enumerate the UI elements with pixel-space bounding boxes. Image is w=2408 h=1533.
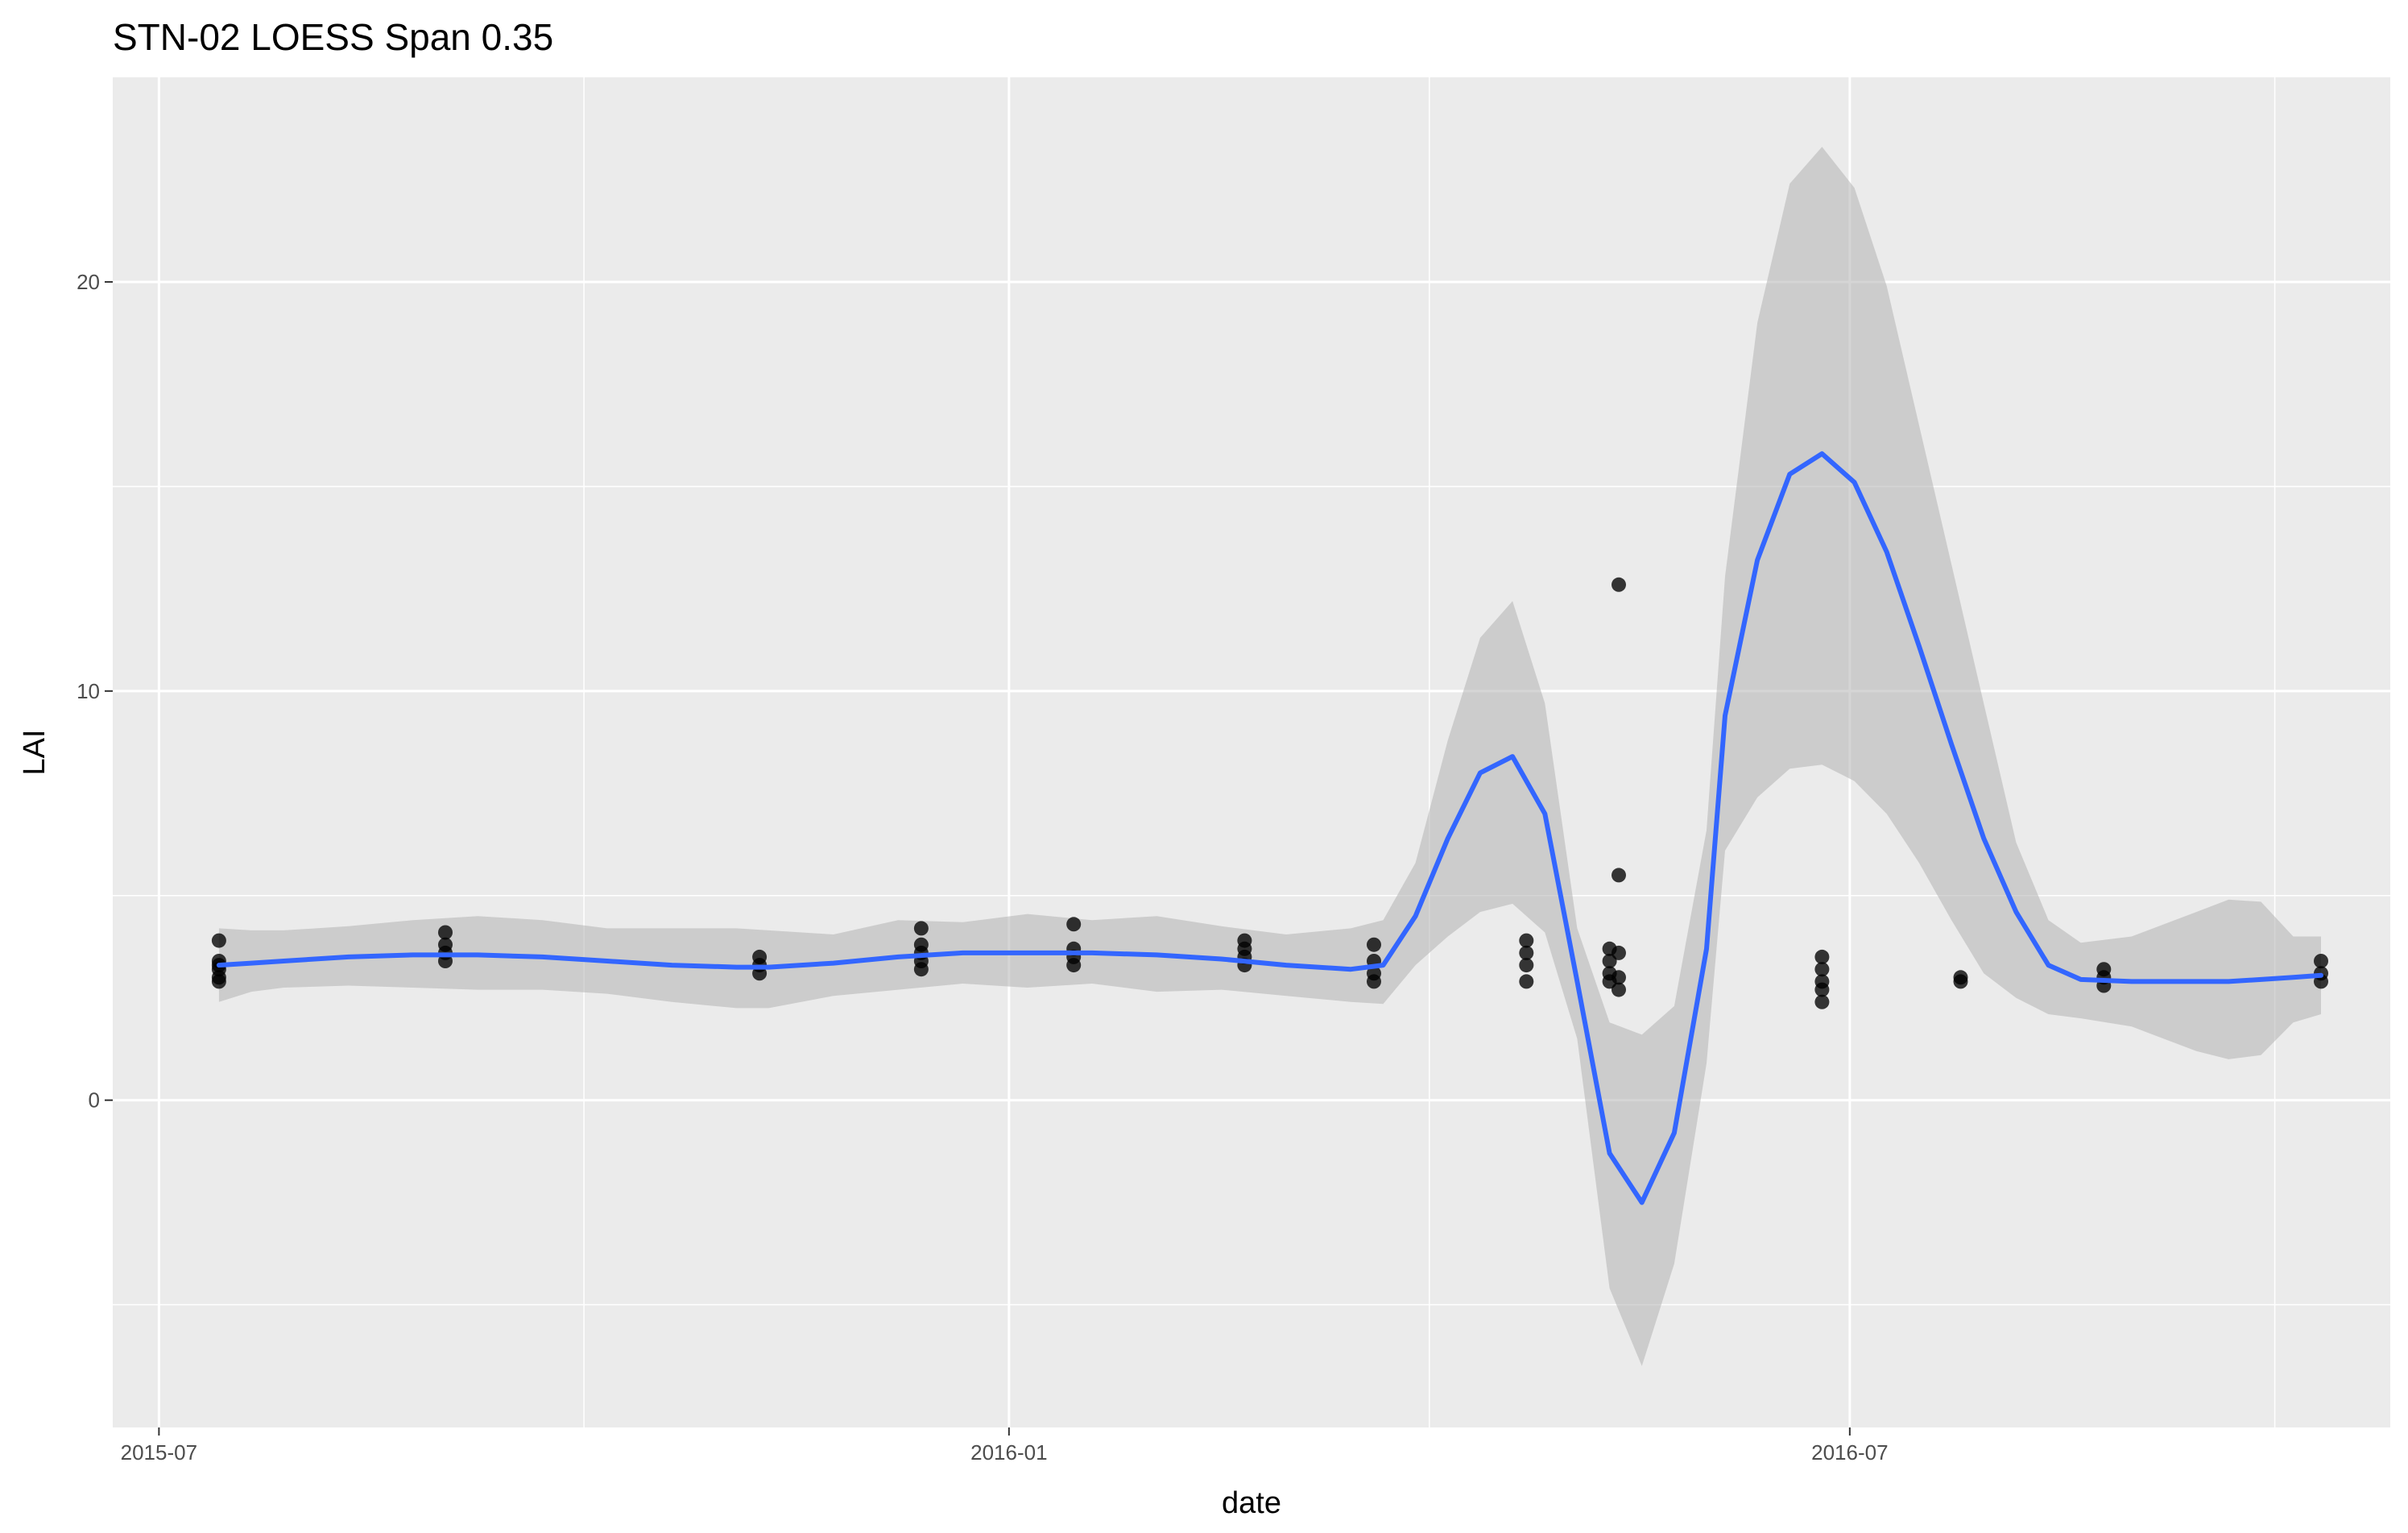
data-point — [1367, 937, 1381, 952]
data-point — [1519, 945, 1534, 960]
plot-panel — [113, 77, 2390, 1427]
data-point — [1519, 974, 1534, 989]
y-tick-label: 0 — [89, 1088, 100, 1112]
data-point — [438, 954, 453, 968]
data-point — [913, 921, 929, 936]
y-tick-label: 10 — [77, 679, 100, 703]
data-point — [1612, 970, 1626, 985]
data-point — [1066, 917, 1082, 932]
axes: 0 10 20 2015-07 2016-01 2016-07 — [77, 270, 1888, 1465]
x-tick-label: 2015-07 — [121, 1440, 197, 1465]
loess-line-group — [216, 451, 2323, 1205]
confidence-band — [218, 147, 2322, 1366]
y-axis-title: LAI — [18, 729, 52, 775]
grid-lines — [113, 77, 2390, 1427]
x-tick-label: 2016-07 — [1811, 1440, 1888, 1465]
data-point — [1612, 577, 1626, 592]
data-point — [1814, 949, 1830, 964]
data-point — [752, 966, 767, 981]
data-point — [913, 962, 929, 977]
data-point — [1814, 994, 1830, 1009]
data-point — [1612, 868, 1626, 883]
data-point — [1367, 974, 1381, 989]
loess-line — [216, 451, 2323, 1205]
data-point — [1519, 933, 1534, 948]
data-point — [211, 933, 226, 948]
y-tick-label: 20 — [77, 270, 100, 294]
data-point — [1953, 974, 1968, 989]
data-point — [2314, 954, 2328, 968]
data-point — [1814, 962, 1830, 977]
data-point — [1066, 958, 1082, 973]
chart-title: STN-02 LOESS Span 0.35 — [113, 16, 553, 58]
x-tick-label: 2016-01 — [970, 1440, 1047, 1465]
confidence-ribbon — [218, 147, 2322, 1366]
data-point — [438, 925, 453, 940]
data-point — [1814, 982, 1830, 997]
data-point — [211, 974, 226, 989]
data-point — [1519, 958, 1534, 973]
data-point — [1612, 982, 1626, 997]
x-axis-title: date — [1222, 1486, 1281, 1520]
data-points — [211, 577, 2328, 1009]
data-point — [1612, 945, 1626, 960]
